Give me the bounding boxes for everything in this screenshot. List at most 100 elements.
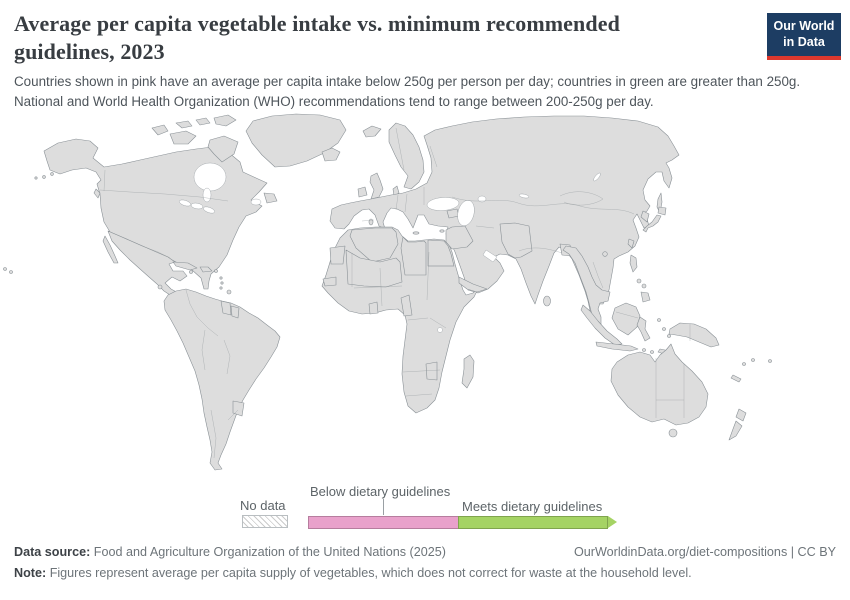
- island-moluccas[interactable]: [657, 318, 661, 322]
- country-japan[interactable]: [642, 206, 667, 233]
- island-victoria[interactable]: [169, 130, 197, 145]
- island-great-britain[interactable]: [369, 172, 384, 200]
- island-hawaii[interactable]: [9, 270, 13, 274]
- region-levant-iraq[interactable]: [445, 225, 474, 250]
- island-new-guinea[interactable]: [668, 322, 720, 348]
- island-svalbard[interactable]: [362, 125, 382, 138]
- continent-south-america[interactable]: [163, 288, 281, 471]
- country-guyana[interactable]: [220, 300, 232, 316]
- legend-meets-label[interactable]: Meets dietary guidelines: [462, 499, 603, 514]
- data-source-text[interactable]: Food and Agriculture Organization of the…: [93, 545, 446, 559]
- region-caucasus[interactable]: [446, 208, 460, 219]
- island-new-zealand-north[interactable]: [735, 408, 747, 422]
- island-antilles[interactable]: [219, 286, 223, 290]
- legend-no-data-label[interactable]: No data: [240, 498, 286, 513]
- island-vancouver[interactable]: [93, 188, 101, 199]
- region-baja-california[interactable]: [102, 235, 119, 264]
- country-uruguay[interactable]: [232, 400, 245, 417]
- legend-arrow: [608, 516, 617, 528]
- legend-below-tick: [383, 499, 384, 515]
- island-moluccas[interactable]: [662, 327, 666, 331]
- hudson-bay: [193, 162, 227, 192]
- island-mindanao[interactable]: [640, 291, 651, 303]
- caspian-sea: [457, 200, 475, 226]
- country-denmark[interactable]: [392, 185, 400, 197]
- island-aleutian[interactable]: [34, 176, 38, 180]
- country-trinidad[interactable]: [226, 289, 232, 295]
- lake-balkhash: [518, 193, 530, 199]
- continent-africa[interactable]: [321, 226, 480, 414]
- country-ireland[interactable]: [357, 186, 368, 198]
- island-moluccas[interactable]: [667, 334, 671, 338]
- country-suriname[interactable]: [230, 305, 240, 319]
- country-jamaica[interactable]: [189, 270, 193, 274]
- lake-victoria: [437, 327, 443, 333]
- legend-bar-meets[interactable]: [458, 516, 608, 529]
- legend-below-label[interactable]: Below dietary guidelines: [310, 484, 451, 499]
- island-java[interactable]: [595, 341, 639, 352]
- island-antilles[interactable]: [219, 276, 223, 280]
- island-fiji[interactable]: [742, 362, 746, 366]
- island-taiwan[interactable]: [627, 238, 635, 249]
- country-sri-lanka[interactable]: [543, 295, 551, 307]
- island-crete[interactable]: [412, 231, 420, 235]
- legend-bar-below[interactable]: [308, 516, 458, 529]
- note-label: Note:: [14, 566, 47, 580]
- island-banks[interactable]: [151, 124, 169, 136]
- island-visayas[interactable]: [641, 283, 647, 289]
- country-yemen[interactable]: [458, 276, 488, 293]
- island-tasmania[interactable]: [668, 428, 678, 438]
- aral-sea: [477, 195, 487, 203]
- country-cameroon[interactable]: [400, 294, 413, 317]
- owid-logo-line1: Our World: [773, 19, 835, 33]
- country-el-salvador[interactable]: [157, 284, 163, 290]
- island-newfoundland[interactable]: [263, 192, 278, 204]
- island-new-caledonia[interactable]: [730, 374, 742, 383]
- country-cuba[interactable]: [172, 261, 198, 271]
- island-hispaniola[interactable]: [199, 266, 213, 273]
- island-fiji[interactable]: [751, 358, 755, 362]
- island-ellesmere[interactable]: [195, 114, 237, 127]
- region-mali-niger[interactable]: [345, 249, 403, 288]
- island-lesser-sunda[interactable]: [650, 350, 654, 354]
- island-aleutian[interactable]: [42, 175, 46, 179]
- note-text: Figures represent average per capita sup…: [49, 566, 692, 580]
- island-hainan[interactable]: [602, 251, 608, 257]
- country-madagascar[interactable]: [461, 354, 475, 389]
- region-western-sahara[interactable]: [329, 245, 346, 265]
- island-baffin[interactable]: [207, 135, 239, 163]
- country-algeria[interactable]: [349, 227, 399, 263]
- island-fiji[interactable]: [768, 359, 772, 363]
- country-greenland[interactable]: [245, 113, 347, 168]
- persian-gulf: [482, 249, 498, 263]
- island-visayas[interactable]: [636, 278, 642, 284]
- island-hawaii[interactable]: [3, 267, 7, 271]
- island-luzon[interactable]: [629, 254, 638, 273]
- country-ghana[interactable]: [368, 301, 379, 315]
- island-melville[interactable]: [175, 120, 193, 129]
- island-aleutian[interactable]: [50, 172, 54, 176]
- region-myanmar-thailand-cambodia-malaysia[interactable]: [562, 245, 611, 329]
- region-scandinavia[interactable]: [388, 122, 425, 190]
- owid-logo-line2: in Data: [783, 35, 825, 50]
- country-north-korea[interactable]: [640, 210, 650, 223]
- island-new-zealand-south[interactable]: [728, 420, 743, 441]
- island-lesser-sunda[interactable]: [642, 348, 646, 352]
- island-puerto-rico[interactable]: [214, 269, 218, 273]
- island-sulawesi[interactable]: [636, 316, 651, 342]
- country-libya[interactable]: [400, 236, 427, 276]
- owid-logo[interactable]: Our World in Data: [767, 13, 841, 60]
- lake-baikal: [593, 172, 601, 182]
- country-australia[interactable]: [610, 343, 709, 426]
- country-zimbabwe[interactable]: [425, 361, 438, 381]
- data-source-line: Data source: Food and Agriculture Organi…: [14, 545, 446, 559]
- attribution-link[interactable]: OurWorldinData.org/diet-compositions | C…: [573, 545, 836, 559]
- country-senegal[interactable]: [322, 276, 337, 287]
- island-antilles[interactable]: [220, 281, 224, 285]
- island-cyprus[interactable]: [439, 229, 445, 233]
- island-borneo[interactable]: [611, 302, 641, 336]
- country-iceland[interactable]: [321, 147, 341, 162]
- legend-no-data-swatch[interactable]: [242, 515, 288, 528]
- great-lake: [179, 199, 191, 207]
